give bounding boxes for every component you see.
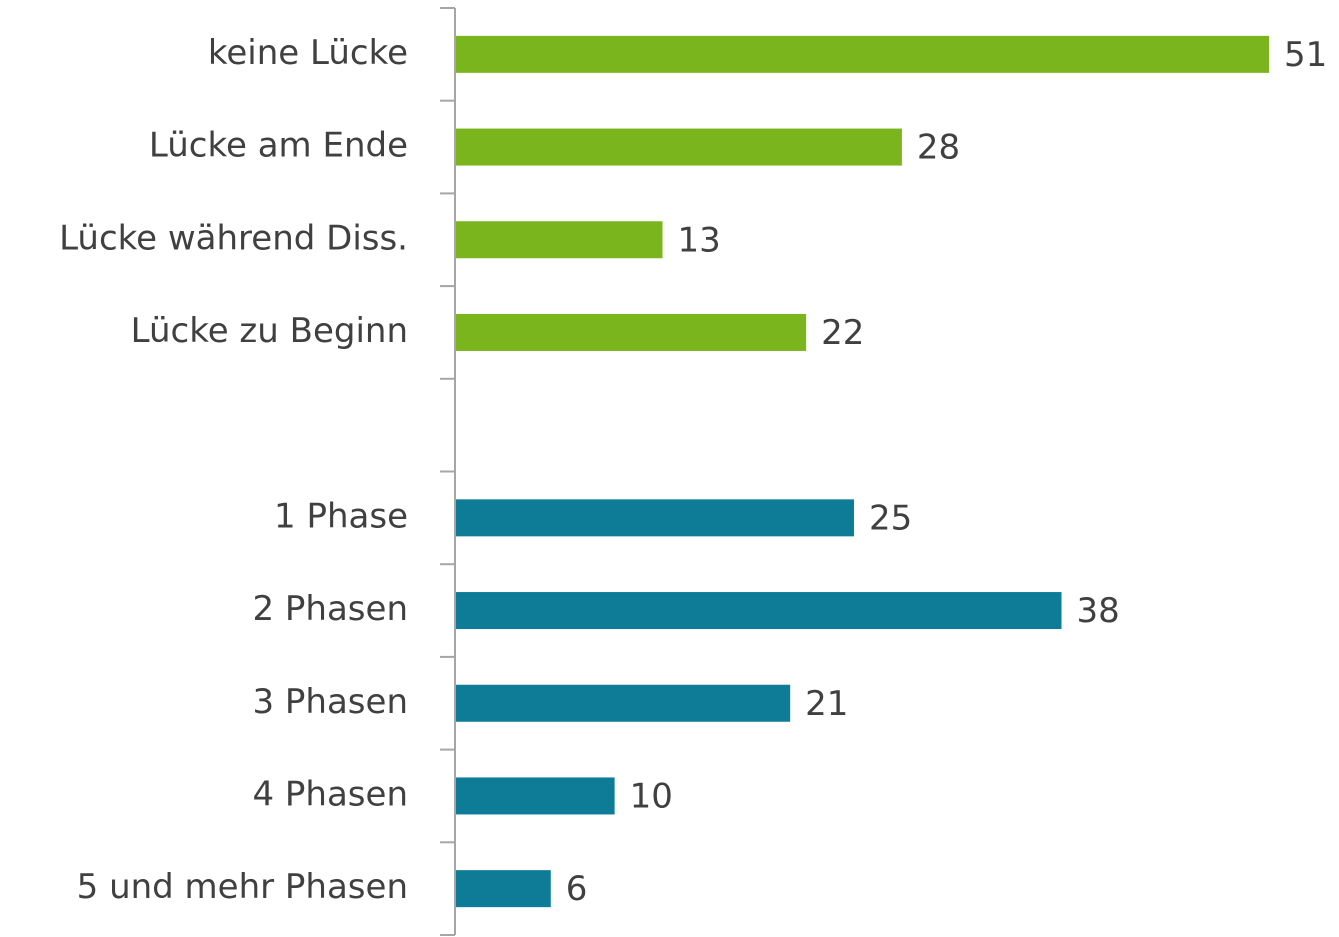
data-label: 25	[869, 498, 912, 538]
data-label: 10	[630, 776, 673, 816]
bar	[456, 684, 791, 722]
category-label: keine Lücke	[208, 33, 408, 73]
data-label: 13	[677, 220, 720, 260]
data-label: 22	[821, 313, 864, 353]
category-label: Lücke während Diss.	[59, 218, 408, 258]
data-label: 28	[917, 128, 960, 168]
bar	[456, 221, 663, 259]
category-label: 1 Phase	[274, 496, 408, 536]
bar	[456, 870, 551, 908]
category-label: Lücke am Ende	[149, 126, 408, 166]
bar	[456, 35, 1269, 73]
data-label: 51	[1284, 35, 1327, 75]
data-label: 21	[805, 684, 848, 724]
data-label: 6	[566, 869, 588, 909]
bar	[456, 777, 615, 815]
category-label: 3 Phasen	[252, 682, 408, 722]
category-label: 4 Phasen	[252, 774, 408, 814]
bar	[456, 128, 902, 166]
category-label: 5 und mehr Phasen	[77, 867, 408, 907]
category-label: 2 Phasen	[252, 589, 408, 629]
data-label: 38	[1077, 591, 1120, 631]
bar	[456, 592, 1062, 630]
category-label: Lücke zu Beginn	[131, 311, 408, 351]
bar	[456, 313, 807, 351]
bar	[456, 499, 855, 537]
